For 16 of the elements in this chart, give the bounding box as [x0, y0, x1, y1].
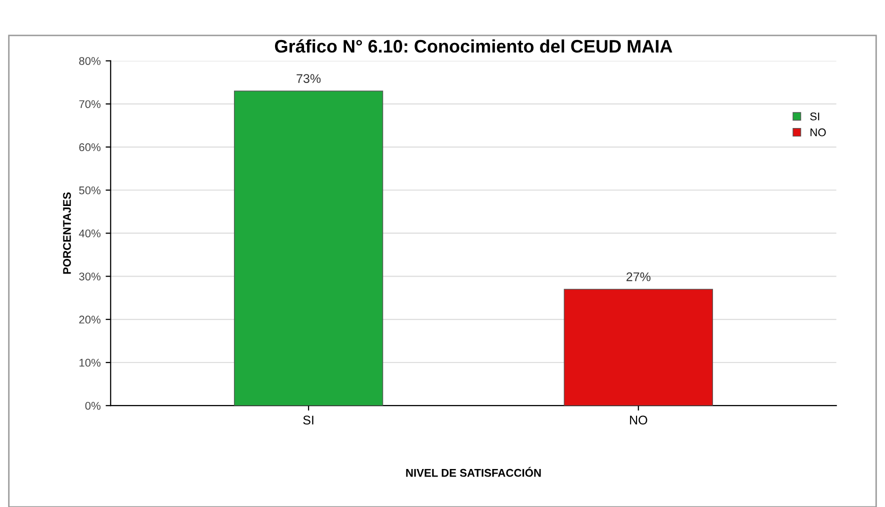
y-tick-label: 60% [79, 143, 101, 152]
data-label: 73% [296, 74, 321, 83]
y-tick-label: 20% [79, 316, 101, 324]
y-axis-title: PORCENTAJES [63, 192, 71, 274]
legend-label: SI [810, 112, 820, 120]
chart-title: Gráfico N° 6.10: Conocimiento del CEUD MAIA [274, 39, 672, 53]
y-tick-label: 10% [80, 358, 101, 367]
y-tick-label: 30% [79, 272, 101, 280]
y-tick-label: 70% [79, 100, 101, 108]
x-axis-title: NIVEL DE SATISFACCIÓN [406, 466, 541, 477]
y-tick-label: 0% [85, 402, 101, 410]
y-tick-label: 50% [79, 186, 101, 194]
y-tick-label: 80% [79, 57, 101, 65]
data-label: 27% [626, 272, 650, 282]
y-tick-label: 40% [78, 229, 101, 238]
legend-label: NO [810, 128, 826, 136]
